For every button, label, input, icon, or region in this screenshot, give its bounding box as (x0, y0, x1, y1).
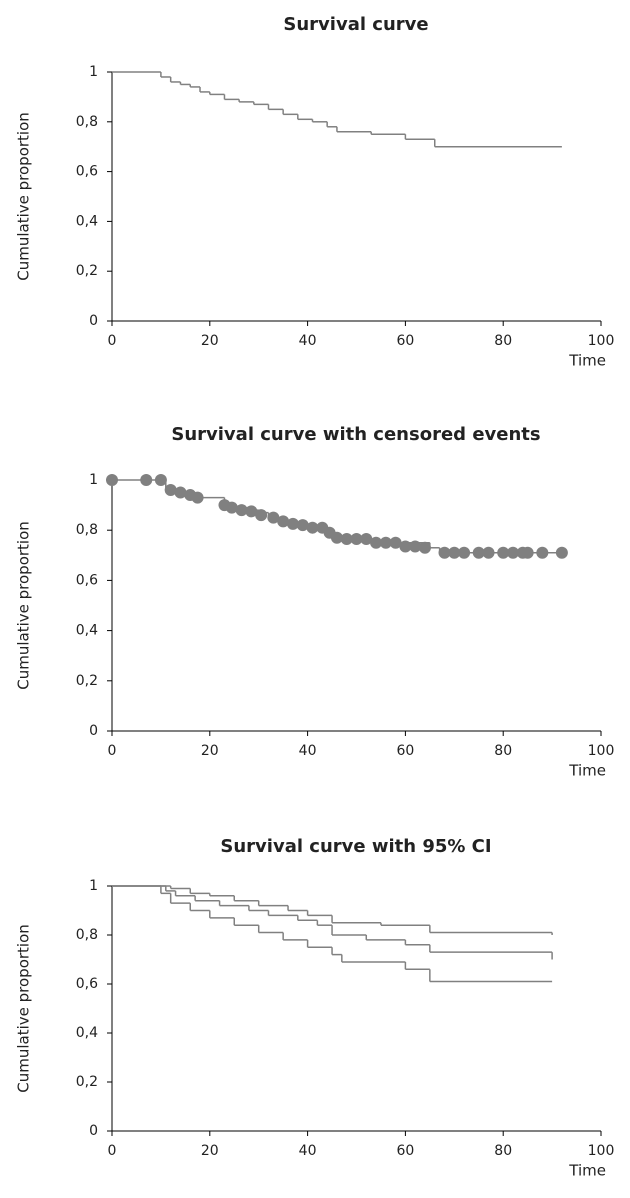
censored-marker (306, 521, 319, 534)
censored-marker (448, 546, 461, 559)
censored-marker (418, 541, 431, 554)
x-axis-label: Time (568, 762, 606, 780)
x-tick-label: 100 (588, 743, 615, 759)
chart-title: Survival curve with censored events (171, 424, 540, 445)
chart-title: Survival curve (283, 14, 428, 35)
censored-marker (245, 505, 258, 518)
censored-marker (277, 515, 290, 528)
y-tick-label: 0,6 (76, 976, 98, 992)
censored-marker (399, 540, 412, 553)
censored-marker (330, 531, 343, 544)
x-tick-label: 40 (299, 743, 317, 759)
y-axis-label: Cumulative proportion (15, 924, 33, 1093)
x-axis-label: Time (568, 352, 606, 370)
censored-marker (106, 474, 118, 486)
censored-marker (191, 491, 204, 504)
x-tick-label: 100 (588, 1143, 615, 1159)
censored-marker (140, 474, 153, 486)
y-tick-label: 0,8 (76, 927, 98, 943)
y-tick-label: 0,4 (76, 213, 98, 229)
y-tick-label: 0,8 (76, 522, 98, 538)
y-tick-label: 0,4 (76, 623, 98, 639)
y-tick-label: 0,2 (76, 1074, 98, 1090)
censored-marker (286, 517, 299, 530)
censored-marker (482, 546, 495, 559)
censored-marker (521, 546, 534, 559)
censored-marker (255, 509, 268, 522)
y-tick-label: 0 (89, 1123, 98, 1139)
censored-marker (340, 532, 353, 545)
y-tick-label: 0,8 (76, 114, 98, 130)
y-axis-label: Cumulative proportion (15, 521, 33, 690)
x-tick-label: 0 (108, 743, 117, 759)
y-tick-label: 0,2 (76, 673, 98, 689)
x-tick-label: 20 (201, 333, 219, 349)
x-tick-label: 60 (396, 333, 414, 349)
x-tick-label: 0 (108, 1143, 117, 1159)
x-tick-label: 40 (299, 333, 317, 349)
y-tick-label: 1 (89, 64, 98, 80)
y-tick-label: 0,6 (76, 572, 98, 588)
censored-marker (235, 504, 248, 517)
censored-marker (370, 536, 383, 549)
y-axis-label: Cumulative proportion (15, 112, 33, 281)
censored-marker (497, 546, 510, 559)
y-tick-label: 0,4 (76, 1025, 98, 1041)
x-tick-label: 80 (494, 743, 512, 759)
censored-marker (536, 546, 549, 559)
censored-marker (296, 519, 309, 532)
x-tick-label: 80 (494, 333, 512, 349)
x-tick-label: 100 (588, 333, 615, 349)
x-tick-label: 0 (108, 333, 117, 349)
censored-marker (506, 546, 519, 559)
x-tick-label: 80 (494, 1143, 512, 1159)
x-axis-label: Time (568, 1162, 606, 1180)
y-tick-label: 0 (89, 313, 98, 329)
censored-marker (458, 546, 471, 559)
censored-marker (409, 540, 422, 553)
censored-marker (267, 511, 280, 524)
censored-marker (379, 536, 392, 549)
chart-title: Survival curve with 95% CI (220, 836, 491, 857)
censored-marker (555, 546, 568, 559)
x-tick-label: 20 (201, 1143, 219, 1159)
x-tick-label: 40 (299, 1143, 317, 1159)
censored-marker (154, 474, 167, 486)
censored-marker (472, 546, 485, 559)
x-tick-label: 60 (396, 743, 414, 759)
x-tick-label: 20 (201, 743, 219, 759)
censored-marker (174, 486, 187, 499)
y-tick-label: 1 (89, 878, 98, 894)
y-tick-label: 0,6 (76, 164, 98, 180)
censored-marker (164, 484, 177, 497)
y-tick-label: 0 (89, 723, 98, 739)
censored-marker (438, 546, 451, 559)
y-tick-label: 1 (89, 472, 98, 488)
censored-marker (389, 536, 402, 549)
y-tick-label: 0,2 (76, 263, 98, 279)
censored-marker (225, 501, 238, 514)
censored-marker (350, 532, 363, 545)
x-tick-label: 60 (396, 1143, 414, 1159)
censored-marker (360, 532, 373, 545)
